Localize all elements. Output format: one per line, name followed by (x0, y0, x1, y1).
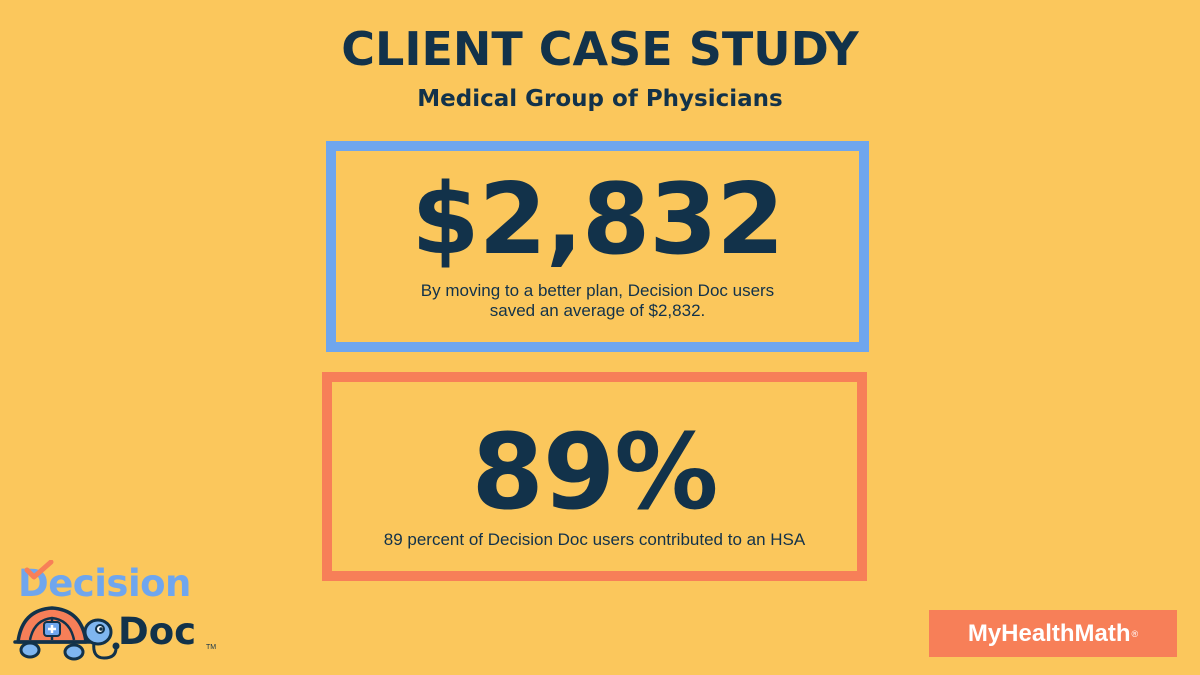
turtle-doctor-icon (13, 606, 120, 661)
hsa-stat-box: 89% 89 percent of Decision Doc users con… (322, 372, 867, 581)
myhealthmath-badge: MyHealthMath ® (929, 610, 1177, 657)
badge-label: MyHealthMath (967, 619, 1131, 647)
logo-trademark: TM (206, 644, 217, 651)
logo-word-doc: Doc (118, 610, 197, 653)
hsa-caption: 89 percent of Decision Doc users contrib… (383, 530, 806, 549)
page-title: CLIENT CASE STUDY (341, 22, 859, 76)
savings-value: $2,832 (411, 163, 784, 277)
savings-stat-box: $2,832 By moving to a better plan, Decis… (326, 141, 869, 352)
decision-doc-logo: Decision Doc TM (10, 560, 220, 670)
savings-caption: By moving to a better plan, Decision Doc… (420, 281, 775, 320)
hsa-value: 89% (471, 411, 719, 533)
registered-mark: ® (1131, 628, 1139, 639)
logo-word-decision: Decision (18, 562, 191, 605)
page-subtitle: Medical Group of Physicians (417, 86, 783, 112)
checkmark-icon (24, 560, 54, 580)
